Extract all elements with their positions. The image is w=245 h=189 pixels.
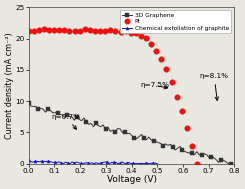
- Text: η=8.1%: η=8.1%: [200, 73, 229, 100]
- Line: 3D Graphene: 3D Graphene: [27, 101, 232, 165]
- Chemical exfoliation of graphite: [73, 162, 76, 164]
- Pt: [196, 163, 198, 165]
- Pt: [37, 28, 40, 31]
- Line: Pt: Pt: [26, 26, 200, 166]
- Pt: [124, 30, 127, 32]
- Pt: [99, 30, 102, 32]
- Pt: [94, 30, 97, 32]
- Pt: [160, 58, 163, 60]
- Pt: [68, 29, 71, 32]
- Pt: [114, 29, 117, 32]
- Pt: [104, 30, 107, 32]
- Line: Chemical exfoliation of graphite: Chemical exfoliation of graphite: [27, 159, 159, 165]
- Chemical exfoliation of graphite: [49, 160, 52, 163]
- 3D Graphene: [90, 122, 93, 125]
- Chemical exfoliation of graphite: [27, 159, 30, 161]
- Pt: [155, 50, 158, 52]
- Pt: [43, 28, 46, 30]
- Pt: [48, 29, 50, 31]
- Pt: [180, 110, 183, 113]
- Text: η=0.7%: η=0.7%: [52, 114, 81, 129]
- Pt: [83, 28, 86, 30]
- Pt: [78, 29, 81, 32]
- Pt: [129, 32, 132, 34]
- Pt: [119, 31, 122, 33]
- Legend: 3D Graphene, Pt, Chemical exfoliation of graphite: 3D Graphene, Pt, Chemical exfoliation of…: [120, 10, 232, 33]
- Pt: [53, 29, 56, 31]
- Pt: [88, 29, 91, 31]
- 3D Graphene: [227, 163, 230, 165]
- Pt: [58, 29, 61, 31]
- Chemical exfoliation of graphite: [156, 163, 159, 165]
- 3D Graphene: [217, 161, 220, 164]
- Pt: [170, 81, 173, 83]
- Chemical exfoliation of graphite: [110, 161, 113, 164]
- 3D Graphene: [61, 114, 64, 116]
- 3D Graphene: [27, 101, 30, 104]
- Pt: [32, 29, 35, 32]
- Pt: [109, 29, 112, 32]
- 3D Graphene: [87, 123, 90, 125]
- X-axis label: Voltage (V): Voltage (V): [107, 175, 157, 184]
- Text: η=7.5%: η=7.5%: [141, 82, 170, 89]
- Pt: [135, 32, 137, 34]
- Y-axis label: Current density (mA cm⁻²): Current density (mA cm⁻²): [5, 32, 14, 139]
- Pt: [185, 127, 188, 129]
- Pt: [150, 43, 153, 45]
- Pt: [73, 30, 76, 32]
- Pt: [165, 68, 168, 70]
- 3D Graphene: [128, 132, 131, 134]
- Pt: [145, 37, 147, 39]
- Pt: [139, 35, 142, 37]
- Chemical exfoliation of graphite: [69, 163, 72, 165]
- Pt: [63, 29, 66, 32]
- Pt: [175, 96, 178, 98]
- 3D Graphene: [229, 163, 232, 165]
- Chemical exfoliation of graphite: [64, 161, 67, 163]
- Pt: [27, 30, 30, 32]
- Pt: [191, 145, 194, 147]
- Chemical exfoliation of graphite: [60, 162, 63, 164]
- Chemical exfoliation of graphite: [71, 161, 74, 163]
- 3D Graphene: [97, 125, 100, 127]
